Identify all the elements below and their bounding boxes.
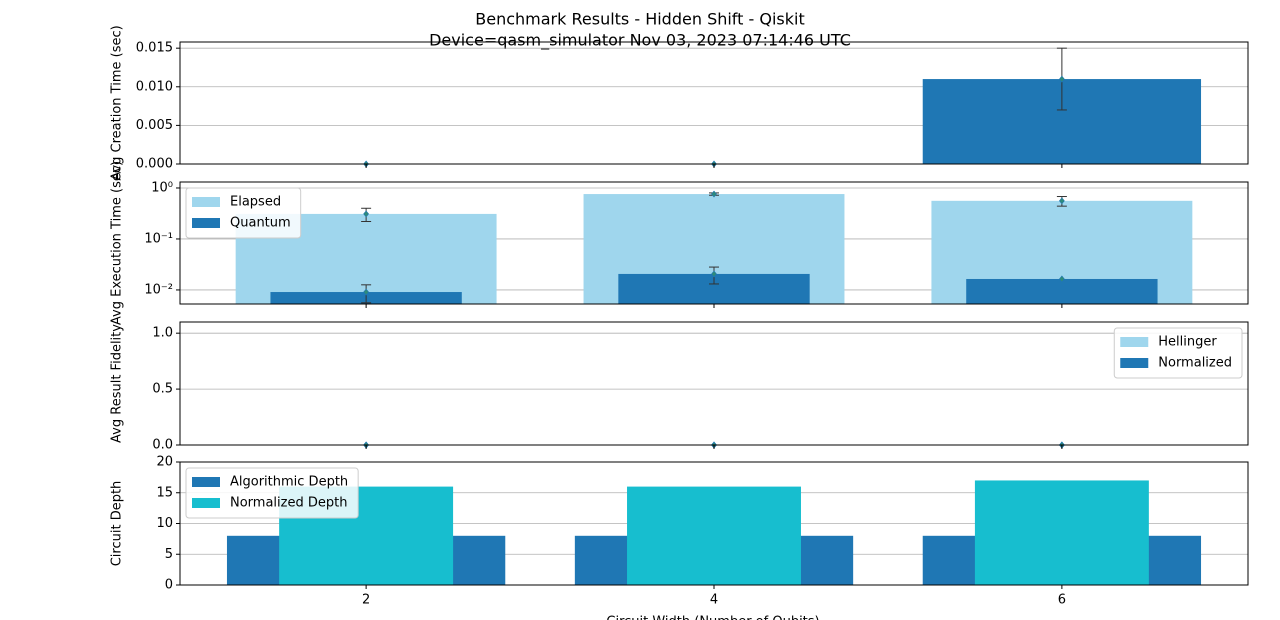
y-tick-label: 0.5 [152,382,173,397]
legend-label: Algorithmic Depth [230,475,348,490]
y-axis-label: Avg Creation Time (sec) [110,25,125,180]
plot-frame [179,321,1249,446]
y-tick-label: 0.010 [136,79,173,94]
marker [363,210,370,218]
legend-label: Normalized [1158,356,1232,371]
y-tick-label: 20 [156,455,173,470]
y-tick-label: 10⁰ [151,180,173,195]
x-tick-label: 4 [710,593,718,608]
legend-swatch [192,498,220,508]
y-tick-label: 0.0 [152,438,173,453]
x-axis-label: Circuit Width (Number of Qubits) [606,615,819,620]
y-axis-label: Avg Result Fidelity [110,324,125,443]
y-tick-label: 0 [165,578,173,593]
x-tick-label: 2 [362,593,370,608]
marker [1058,197,1065,205]
y-tick-label: 0.000 [136,157,173,172]
x-tick-label: 6 [1058,593,1066,608]
legend-swatch [192,197,220,207]
y-tick-label: 10⁻² [144,282,173,297]
marker [363,288,370,296]
legend-label: Hellinger [1158,335,1217,350]
y-tick-label: 10⁻¹ [144,231,173,246]
marker [711,270,717,278]
y-tick-label: 10 [156,516,173,531]
y-tick-label: 15 [156,485,173,500]
bar [966,278,1158,304]
y-tick-label: 1.0 [152,326,173,341]
y-tick-label: 0.005 [136,118,173,133]
chart-title: Benchmark Results - Hidden Shift - Qiski… [475,10,804,29]
marker [1058,275,1065,283]
bar [627,486,801,585]
legend: Hellinger Normalized [1113,327,1243,379]
legend-label: Elapsed [230,195,281,210]
legend-swatch [192,477,220,487]
legend-box [185,467,359,519]
y-axis-label: Avg Execution Time (sec) [110,161,125,325]
legend-swatch [192,218,220,228]
legend-label: Quantum [230,216,291,231]
legend: Algorithmic Depth Normalized Depth [185,467,359,519]
legend-swatch [1120,358,1149,368]
legend-label: Normalized Depth [230,496,347,511]
chart-subtitle: Device=qasm_simulator Nov 03, 2023 07:14… [429,31,851,51]
legend: Elapsed Quantum [185,187,302,239]
legend-swatch [1120,337,1149,347]
y-axis-label: Circuit Depth [110,481,125,567]
y-tick-label: 0.015 [136,41,173,56]
marker [1058,75,1065,83]
y-tick-label: 5 [165,547,173,562]
marker [711,190,717,198]
bar [974,480,1149,585]
